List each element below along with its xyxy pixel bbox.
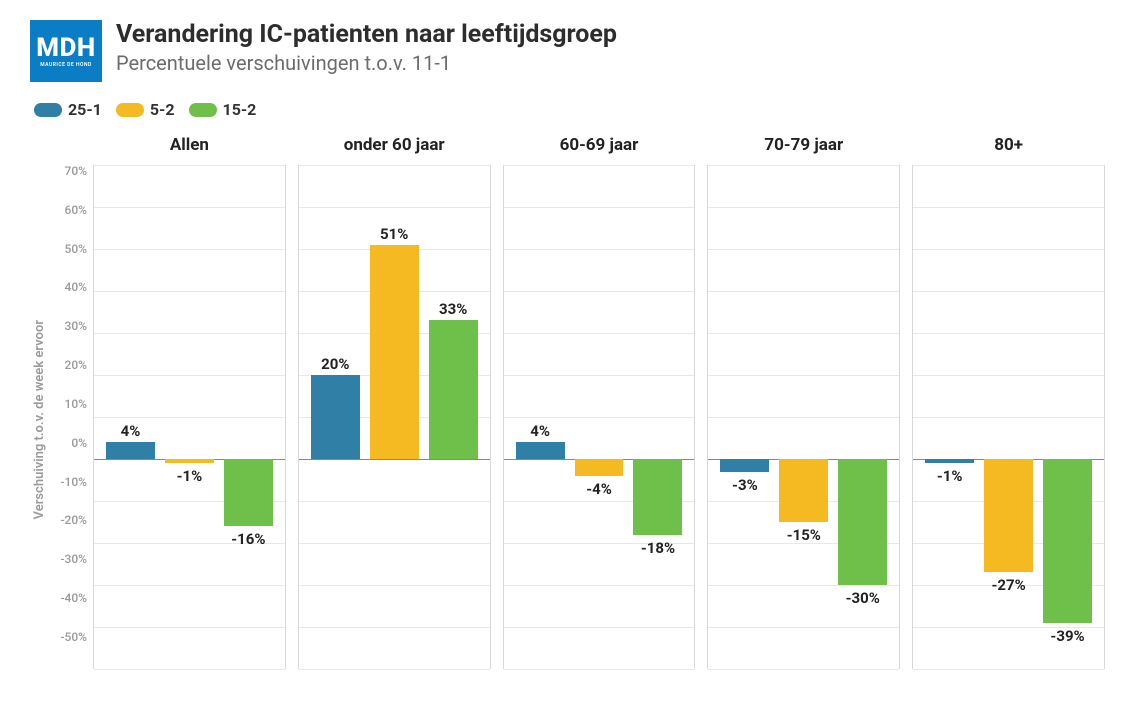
- legend-item: 5-2: [116, 100, 175, 119]
- logo-text: MDH: [36, 35, 95, 61]
- bar-wrap: -18%: [631, 165, 684, 669]
- bar-group: -3% -15% -30%: [708, 165, 899, 669]
- bar-wrap: 20%: [309, 165, 362, 669]
- plot: -1% -27% -39%: [912, 165, 1105, 669]
- panel: Allen 4% -1% -16%: [93, 133, 286, 669]
- panel-title: onder 60 jaar: [298, 133, 491, 165]
- plot: -3% -15% -30%: [707, 165, 900, 669]
- logo-subtext: MAURICE DE HOND: [40, 63, 92, 68]
- legend-item: 25-1: [34, 100, 102, 119]
- panel: 70-79 jaar -3% -15% -30%: [707, 133, 900, 669]
- bar-group: 4% -1% -16%: [94, 165, 285, 669]
- panel-title: 70-79 jaar: [707, 133, 900, 165]
- bar-wrap: -1%: [163, 165, 216, 669]
- bar-value-label: 20%: [321, 355, 349, 373]
- bar-value-label: -1%: [937, 467, 963, 485]
- bar-wrap: 4%: [514, 165, 567, 669]
- legend-swatch: [34, 103, 62, 117]
- grid-line: [94, 669, 285, 670]
- legend-label: 5-2: [150, 100, 175, 119]
- bar-value-label: -39%: [1050, 627, 1084, 645]
- bar-wrap: -4%: [573, 165, 626, 669]
- bar-value-label: -4%: [586, 480, 612, 498]
- plot: 4% -4% -18%: [503, 165, 696, 669]
- panel: 80+ -1% -27% -39%: [912, 133, 1105, 669]
- bar-value-label: -18%: [641, 539, 675, 557]
- chart-subtitle: Percentuele verschuivingen t.o.v. 11-1: [116, 51, 617, 75]
- bar-group: 20% 51% 33%: [299, 165, 490, 669]
- bar-value-label: -1%: [177, 467, 203, 485]
- bar-value-label: 51%: [380, 225, 408, 243]
- bar-value-label: 33%: [439, 300, 467, 318]
- bar: [370, 245, 419, 459]
- bar-wrap: 51%: [368, 165, 421, 669]
- bar-wrap: -27%: [982, 165, 1035, 669]
- bar-value-label: 4%: [530, 422, 550, 440]
- bar: [224, 459, 273, 526]
- grid-line: [708, 669, 899, 670]
- bar-wrap: -39%: [1041, 165, 1094, 669]
- bar: [984, 459, 1033, 572]
- bar: [106, 442, 155, 459]
- bar: [311, 375, 360, 459]
- bar-value-label: 4%: [121, 422, 141, 440]
- bar-value-label: -3%: [732, 476, 758, 494]
- bar: [838, 459, 887, 585]
- bar-wrap: -1%: [923, 165, 976, 669]
- plot: 4% -1% -16%: [93, 165, 286, 669]
- y-axis-ticks: 70%60%50%40%30%20%10%0%-10%-20%-30%-40%-…: [49, 133, 93, 637]
- plot: 20% 51% 33%: [298, 165, 491, 669]
- grid-line: [913, 669, 1104, 670]
- panels-container: Allen 4% -1% -16% onder 60 jaar 20% 51% 33% 60-6…: [93, 133, 1105, 669]
- bar: [516, 442, 565, 459]
- logo: MDH MAURICE DE HOND: [30, 20, 102, 82]
- bar-value-label: -16%: [231, 530, 265, 548]
- grid-line: [504, 669, 695, 670]
- bar-wrap: 4%: [104, 165, 157, 669]
- header: MDH MAURICE DE HOND Verandering IC-patie…: [30, 20, 1105, 82]
- bar-wrap: -3%: [718, 165, 771, 669]
- title-block: Verandering IC-patienten naar leeftijdsg…: [116, 20, 617, 75]
- panel-title: 60-69 jaar: [503, 133, 696, 165]
- chart-area: Verschuiving t.o.v. de week ervoor 70%60…: [30, 133, 1105, 669]
- bar: [633, 459, 682, 535]
- bar: [1043, 459, 1092, 623]
- legend-label: 25-1: [68, 100, 102, 119]
- y-axis-title: Verschuiving t.o.v. de week ervoor: [30, 320, 49, 519]
- panel-title: Allen: [93, 133, 286, 165]
- panel-title: 80+: [912, 133, 1105, 165]
- bar: [779, 459, 828, 522]
- bar: [165, 459, 214, 463]
- panel: onder 60 jaar 20% 51% 33%: [298, 133, 491, 669]
- bar-wrap: -15%: [777, 165, 830, 669]
- bar-wrap: -30%: [836, 165, 889, 669]
- legend-swatch: [189, 103, 217, 117]
- chart-title: Verandering IC-patienten naar leeftijdsg…: [116, 20, 617, 49]
- legend-swatch: [116, 103, 144, 117]
- bar-group: -1% -27% -39%: [913, 165, 1104, 669]
- grid-line: [299, 669, 490, 670]
- bar: [925, 459, 974, 463]
- bar-wrap: -16%: [222, 165, 275, 669]
- bar-value-label: -27%: [991, 576, 1025, 594]
- bar-group: 4% -4% -18%: [504, 165, 695, 669]
- bar: [720, 459, 769, 472]
- bar: [429, 320, 478, 459]
- panel: 60-69 jaar 4% -4% -18%: [503, 133, 696, 669]
- legend: 25-1 5-2 15-2: [30, 100, 1105, 119]
- bar-value-label: -30%: [846, 589, 880, 607]
- bar-wrap: 33%: [427, 165, 480, 669]
- bar-value-label: -15%: [787, 526, 821, 544]
- legend-item: 15-2: [189, 100, 257, 119]
- legend-label: 15-2: [223, 100, 257, 119]
- bar: [575, 459, 624, 476]
